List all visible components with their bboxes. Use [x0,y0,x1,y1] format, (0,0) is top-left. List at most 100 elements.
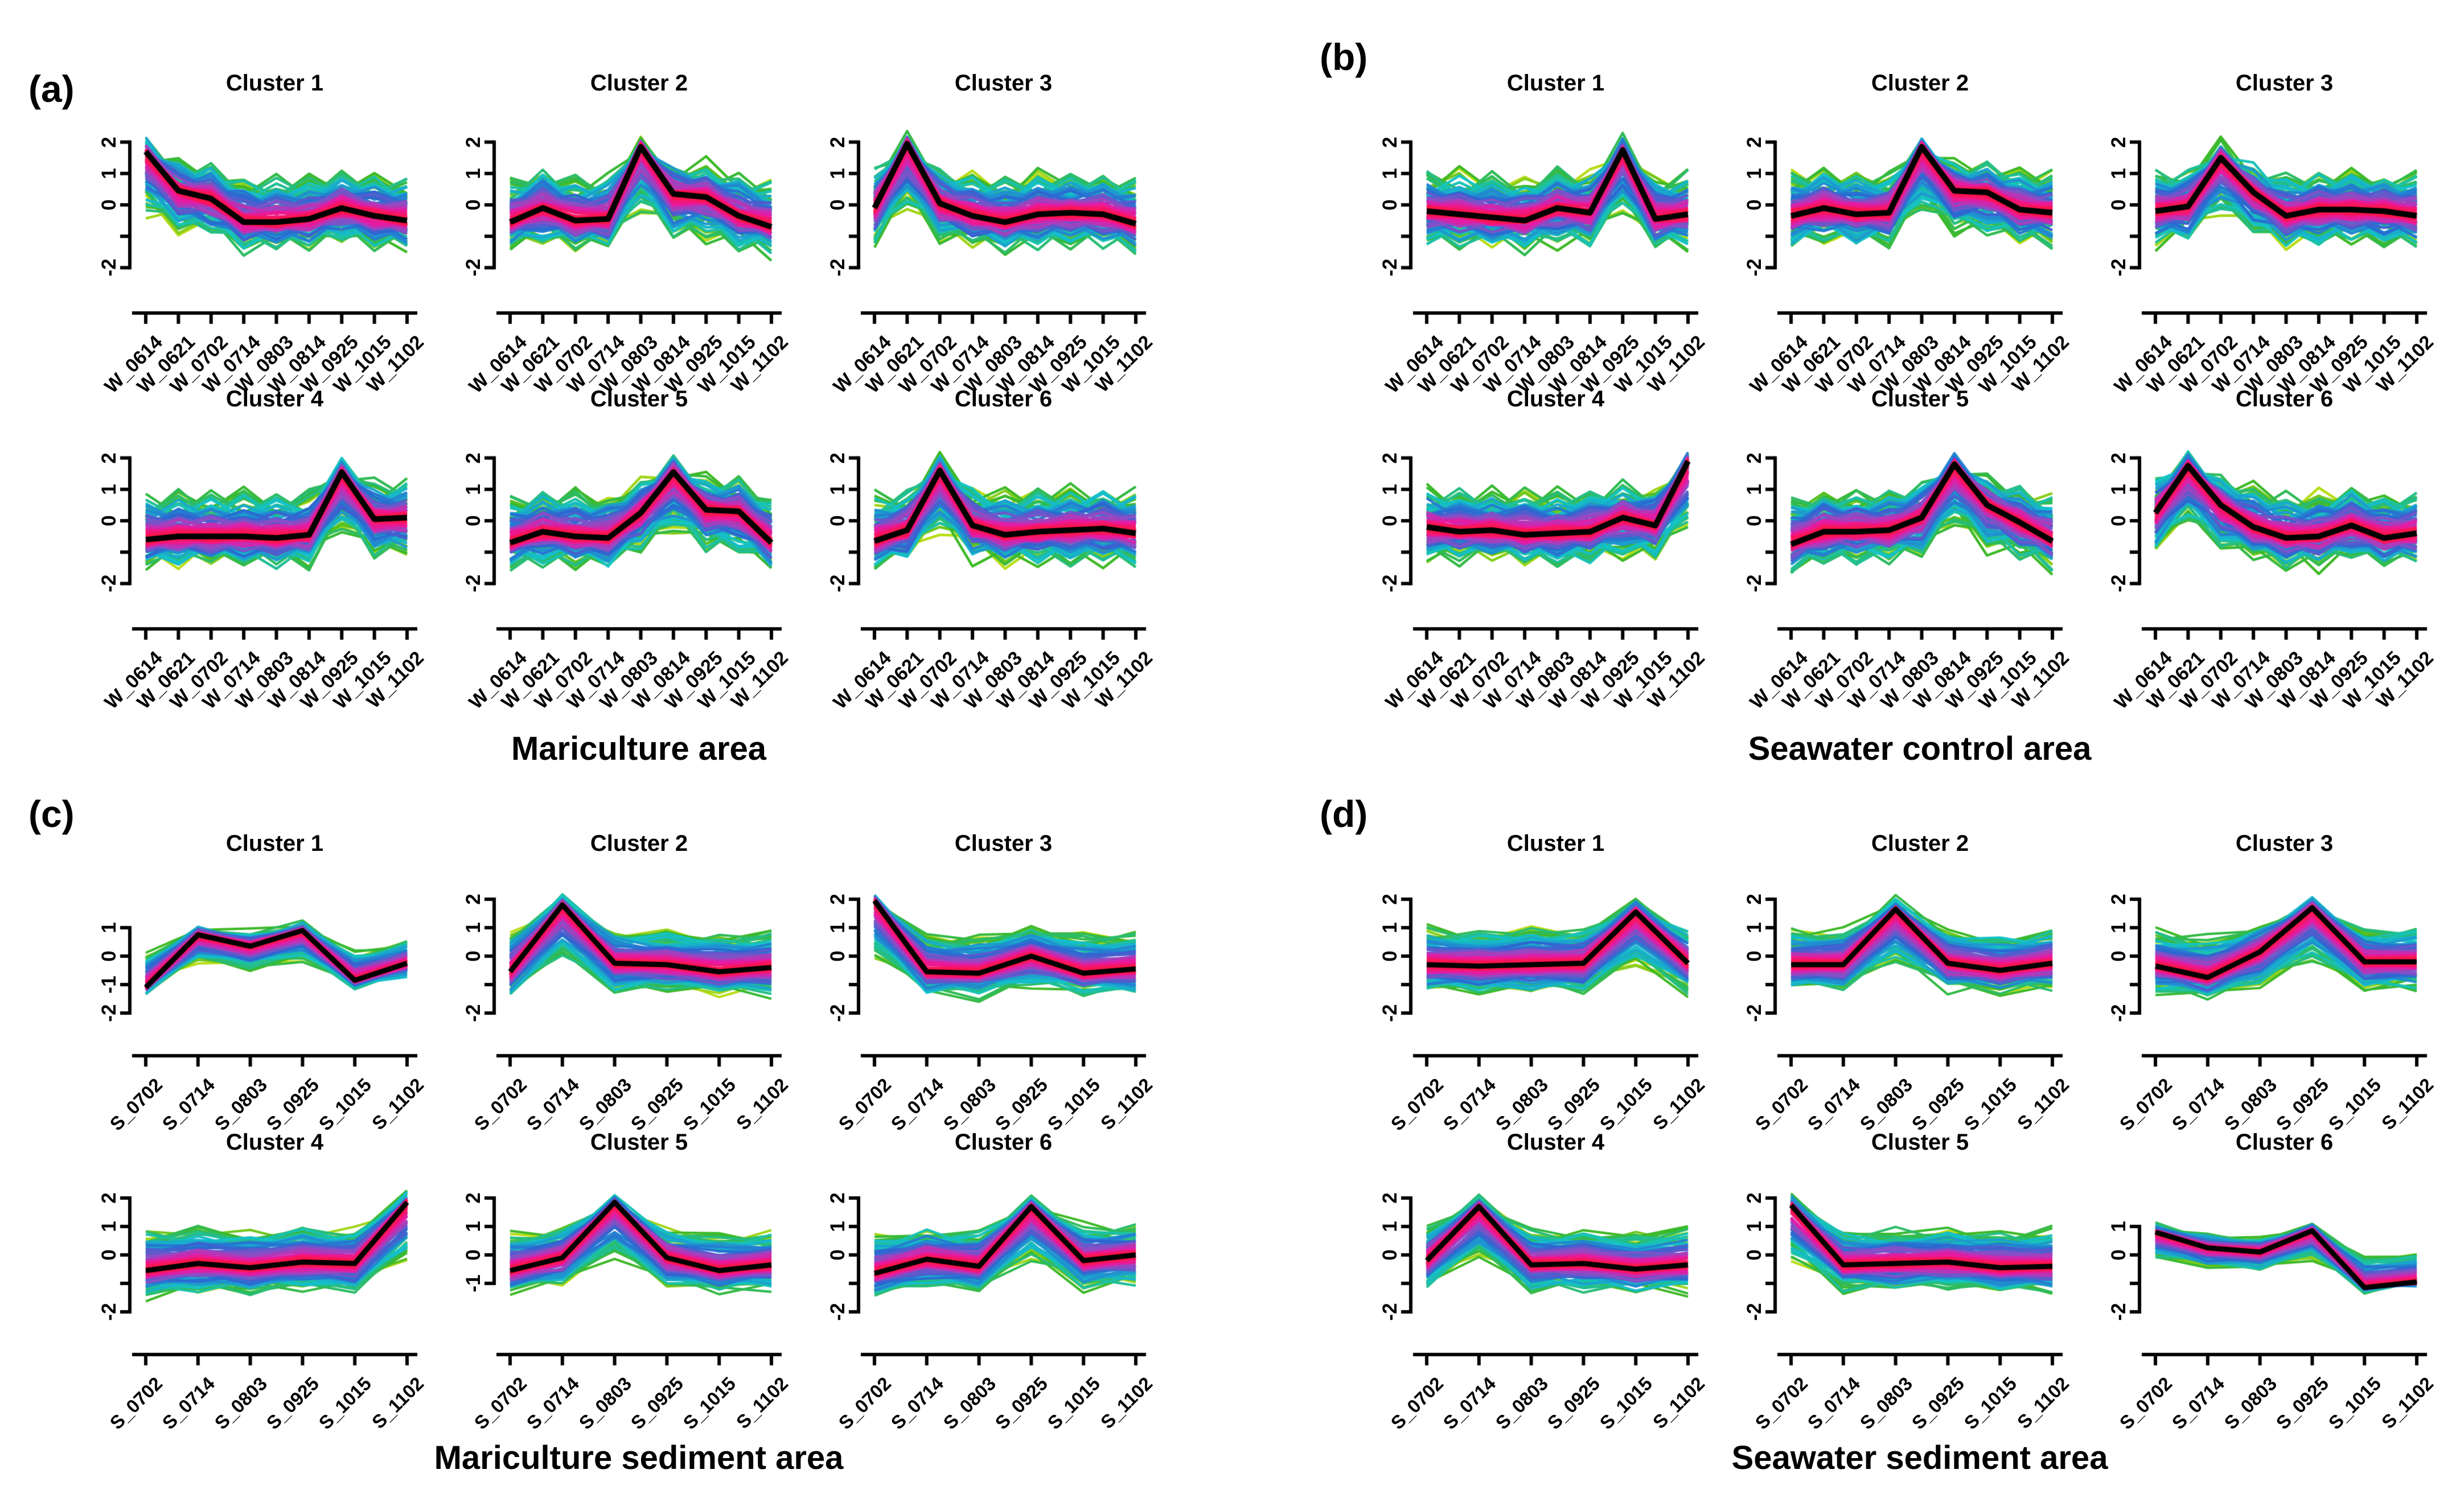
y-axis-tick-label: 0 [1379,515,1401,526]
area-title-seawater-control: Seawater control area [1748,730,2092,767]
y-axis-tick-label: 1 [827,168,849,179]
y-axis-tick-label: 0 [827,515,849,526]
panel-label-a: (a) [28,68,75,110]
y-axis-tick-label: 2 [1743,894,1765,905]
y-axis-tick-label: 0 [2108,1249,2130,1261]
y-axis-tick-label: 0 [1743,950,1765,962]
y-axis-tick-label: 2 [98,1192,120,1204]
y-axis-tick-label: 1 [462,168,484,179]
y-axis-tick-label: 1 [98,922,120,933]
area-title-mariculture-sediment: Mariculture sediment area [434,1439,844,1476]
cluster-title: Cluster 2 [590,71,688,96]
y-axis-tick-label: -2 [1379,258,1401,277]
y-axis-tick-label: 2 [462,894,484,905]
cluster-title: Cluster 6 [954,386,1053,411]
y-axis-tick-label: 2 [462,452,484,464]
cluster-title: Cluster 4 [1506,1130,1605,1155]
cluster-title: Cluster 6 [954,1130,1053,1155]
y-axis-tick-label: 0 [827,950,849,962]
y-axis-tick-label: -2 [827,1303,849,1321]
y-axis-tick-label: -2 [1379,1004,1401,1022]
y-axis-tick-label: -2 [98,1004,120,1022]
y-axis-tick-label: 1 [1743,922,1765,933]
y-axis-tick-label: -2 [462,1004,484,1022]
y-axis-tick-label: 2 [1743,136,1765,148]
y-axis-tick-label: 0 [462,1249,484,1261]
y-axis-tick-label: 1 [462,484,484,495]
y-axis-tick-label: 0 [462,950,484,962]
y-axis-tick-label: 0 [462,199,484,211]
y-axis-tick-label: -2 [1743,1303,1765,1321]
panel-label-b: (b) [1320,36,1368,78]
y-axis-tick-label: 1 [827,484,849,495]
cluster-title: Cluster 3 [954,831,1053,856]
cluster-title: Cluster 2 [590,831,688,856]
y-axis-tick-label: 2 [827,1192,849,1204]
y-axis-tick-label: -2 [2108,1004,2130,1022]
cluster-title: Cluster 6 [2235,386,2334,411]
y-axis-tick-label: -2 [1743,258,1765,277]
cluster-title: Cluster 3 [2235,71,2334,96]
y-axis-tick-label: 2 [462,1192,484,1204]
y-axis-tick-label: 2 [2108,452,2130,464]
y-axis-tick-label: 0 [827,199,849,211]
y-axis-tick-label: 2 [1379,1192,1401,1204]
y-axis-tick-label: 0 [1379,950,1401,962]
y-axis-tick-label: -2 [98,258,120,277]
cluster-title: Cluster 6 [2235,1130,2334,1155]
y-axis-tick-label: 0 [1743,1249,1765,1261]
y-axis-tick-label: 2 [1743,452,1765,464]
y-axis-tick-label: 1 [98,168,120,179]
y-axis-tick-label: 2 [1379,894,1401,905]
cluster-title: Cluster 5 [590,386,688,411]
y-axis-tick-label: 1 [1379,168,1401,179]
y-axis-tick-label: 1 [98,484,120,495]
cluster-title: Cluster 3 [2235,831,2334,856]
cluster-title: Cluster 4 [1506,386,1605,411]
cluster-title: Cluster 2 [1871,831,1969,856]
cluster-title: Cluster 4 [225,386,324,411]
cluster-title: Cluster 1 [225,71,324,96]
y-axis-tick-label: -1 [98,975,120,994]
cluster-title: Cluster 3 [954,71,1053,96]
cluster-title: Cluster 1 [1506,831,1605,856]
y-axis-tick-label: -2 [1743,1004,1765,1022]
y-axis-tick-label: 2 [827,894,849,905]
area-title-mariculture: Mariculture area [511,730,767,767]
y-axis-tick-label: 1 [1743,1221,1765,1232]
y-axis-tick-label: 2 [98,136,120,148]
y-axis-tick-label: -1 [462,1274,484,1292]
y-axis-tick-label: -2 [1379,1303,1401,1321]
y-axis-tick-label: 0 [462,515,484,526]
panel-label-d: (d) [1320,793,1368,835]
y-axis-tick-label: -2 [2108,258,2130,277]
y-axis-tick-label: 1 [1743,484,1765,495]
y-axis-tick-label: -2 [827,574,849,592]
y-axis-tick-label: 2 [2108,894,2130,905]
y-axis-tick-label: 1 [1379,484,1401,495]
y-axis-tick-label: 0 [2108,950,2130,962]
y-axis-tick-label: -2 [827,258,849,277]
y-axis-tick-label: 1 [2108,484,2130,495]
y-axis-tick-label: -2 [98,1303,120,1321]
y-axis-tick-label: 2 [1379,452,1401,464]
y-axis-tick-label: 2 [827,136,849,148]
y-axis-tick-label: -2 [2108,574,2130,592]
y-axis-tick-label: 1 [462,1221,484,1232]
y-axis-tick-label: -2 [462,574,484,592]
y-axis-tick-label: 1 [827,922,849,933]
y-axis-tick-label: 0 [98,515,120,526]
y-axis-tick-label: -2 [1379,574,1401,592]
y-axis-tick-label: -2 [827,1004,849,1022]
y-axis-tick-label: 0 [98,1249,120,1261]
y-axis-tick-label: -2 [98,574,120,592]
y-axis-tick-label: 2 [827,452,849,464]
y-axis-tick-label: 0 [2108,515,2130,526]
y-axis-tick-label: 0 [827,1249,849,1261]
y-axis-tick-label: 2 [98,452,120,464]
y-axis-tick-label: 0 [1743,199,1765,211]
y-axis-tick-label: 1 [98,1221,120,1232]
cluster-title: Cluster 1 [225,831,324,856]
y-axis-tick-label: 0 [2108,199,2130,211]
